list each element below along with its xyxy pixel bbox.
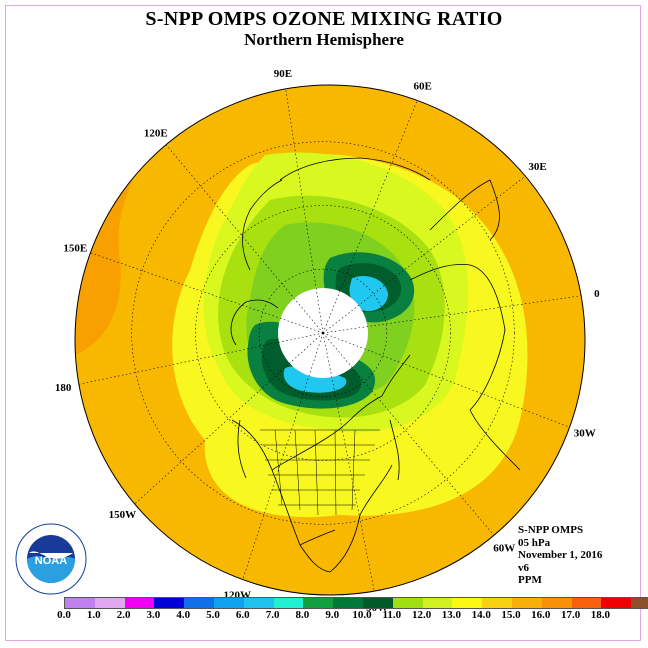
colorbar-tick-labels: 0.0 1.0 2.0 3.0 4.0 5.0 6.0 7.0 8.0 9.0 10.0 11.0 12…	[0, 609, 648, 623]
colorbar-tick-label: 1.0	[86, 609, 101, 621]
latitude-circle	[195, 205, 451, 461]
meridian-line	[322, 100, 418, 334]
pressure-level: 05 hPa	[518, 536, 551, 549]
colorbar-swatch	[184, 598, 214, 608]
data-version: v6	[518, 561, 529, 574]
colorbar-tick-label: 4.0	[176, 609, 191, 621]
colorbar-tick-label: 0.0	[57, 609, 71, 621]
colorbar-swatch	[303, 598, 334, 608]
colorbar-tick-label: 9.0	[325, 609, 340, 621]
colorbar-swatch	[392, 598, 423, 608]
meridian-line	[322, 295, 582, 334]
colorbar-swatch	[65, 598, 95, 608]
colorbar-tick-label: 14.0	[471, 609, 491, 621]
longitude-label: 150W	[109, 509, 137, 521]
meridian-line	[165, 144, 324, 334]
coastlines	[230, 157, 521, 573]
colorbar-swatch	[124, 598, 155, 608]
colorbar-tick-label: 8.0	[295, 609, 310, 621]
image-frame	[5, 5, 641, 641]
colorbar-tick-label: 2.0	[116, 609, 131, 621]
longitude-label: 180	[55, 382, 72, 394]
observation-date: November 1, 2016	[518, 549, 603, 562]
colorbar-swatch	[631, 598, 648, 608]
map-subtitle: Northern Hemisphere	[244, 30, 404, 49]
longitude-label: 60W	[493, 543, 515, 555]
map-title: S-NPP OMPS OZONE MIXING RATIO	[145, 8, 503, 30]
colorbar-swatch	[94, 598, 125, 608]
units-label: PPM	[518, 574, 542, 587]
longitude-label: 60E	[414, 80, 432, 92]
latitude-circle	[258, 268, 388, 398]
colorbar-tick-label: 12.0	[411, 609, 432, 621]
meridian-line	[285, 88, 324, 334]
colorbar-swatch	[601, 598, 632, 608]
colorbar-tick-label: 7.0	[265, 609, 280, 621]
colorbar-tick-label: 15.0	[501, 609, 521, 621]
colorbar-tick-label: 10.0	[352, 609, 372, 621]
meridian-line	[322, 332, 495, 536]
colorbar-swatch	[541, 598, 572, 608]
ozone-field	[75, 85, 585, 595]
colorbar-tick-label: 6.0	[235, 609, 250, 621]
colorbar-swatch	[482, 598, 512, 608]
colorbar-swatch	[571, 598, 602, 608]
meridian-line	[322, 175, 526, 334]
noaa-logo: NOAA	[15, 523, 87, 595]
longitude-label: 30E	[528, 161, 546, 173]
ozone-cyan-patch-upper	[349, 275, 388, 312]
colorbar-tick-label: 18.0	[590, 609, 611, 621]
meridian-line	[90, 252, 324, 334]
noaa-logo-text: NOAA	[35, 555, 67, 567]
colorbar-swatch	[243, 598, 274, 608]
colorbar	[64, 597, 648, 609]
instrument-name: S-NPP OMPS	[518, 524, 584, 536]
longitude-label: 90E	[274, 68, 292, 80]
colorbar-tick-label: 16.0	[531, 609, 551, 621]
colorbar-tick-label: 3.0	[146, 609, 161, 621]
latlon-grid	[78, 88, 582, 592]
colorbar-tick-label: 5.0	[206, 609, 220, 621]
colorbar-tick-label: 11.0	[382, 609, 402, 621]
colorbar-swatch	[333, 598, 363, 608]
longitude-label: 0	[594, 288, 600, 300]
meridian-line	[78, 332, 324, 385]
meridian-line	[242, 332, 324, 580]
latitude-circle	[131, 141, 515, 525]
longitude-label: 30W	[574, 428, 596, 440]
colorbar-swatch	[362, 598, 393, 608]
colorbar-swatch	[452, 598, 483, 608]
colorbar-swatch	[422, 598, 453, 608]
colorbar-swatch	[511, 598, 542, 608]
colorbar-tick-label: 13.0	[441, 609, 462, 621]
colorbar-swatch	[213, 598, 244, 608]
longitude-label: 120E	[144, 127, 168, 139]
longitude-label: 150E	[63, 242, 87, 254]
colorbar-swatch	[273, 598, 304, 608]
colorbar-swatch	[154, 598, 185, 608]
product-info: S-NPP OMPS 05 hPa November 1, 2016 v6 PP…	[518, 524, 602, 587]
colorbar-tick-label: 17.0	[560, 609, 581, 621]
map-boundary	[74, 84, 586, 596]
